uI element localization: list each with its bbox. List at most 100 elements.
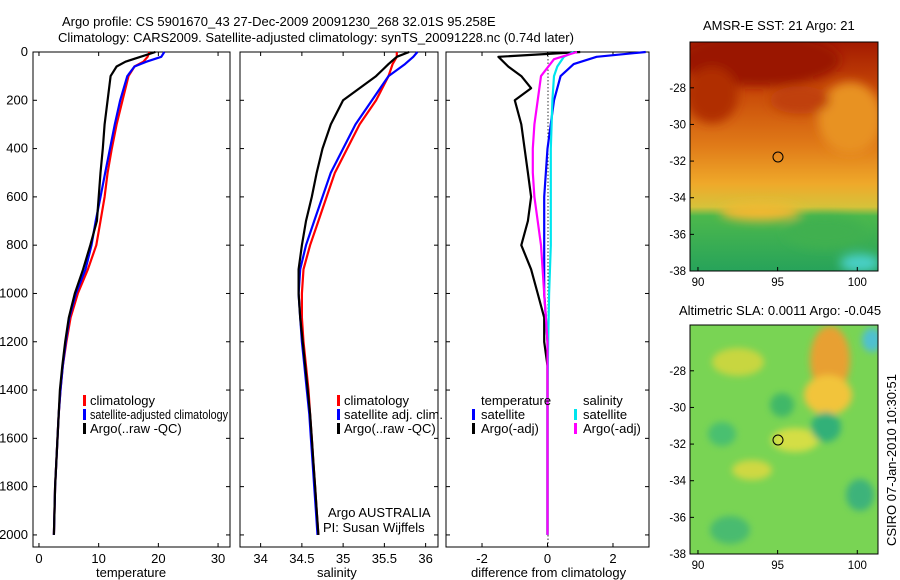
y-tick-label: 1600 [0,430,28,445]
legend-swatch-argo [337,423,340,434]
legend-swatch-sal-argo [574,423,577,434]
map-y-tick-label: -32 [669,439,686,451]
legend-swatch-sal-satellite [574,409,577,420]
footer-credit: CSIRO 07-Jan-2010 10:30:51 [884,374,899,546]
series-line-salinity-satellite [546,51,575,535]
legend-label-argo: Argo(..raw -QC) [344,421,436,436]
sst-argo-marker [772,151,784,163]
legend-title-temperature: temperature [481,393,551,408]
legend-swatch-temp-satellite [472,409,475,420]
map-y-tick-label: -30 [669,402,686,414]
x-tick-label: 30 [211,551,225,566]
salinity-panel: 34 34.5 35 35.5 36 salinity climatology sate… [239,50,443,580]
legend-label-temp-satellite: satellite [481,407,525,422]
legend-label-satellite: satellite adj. clim. [344,407,443,422]
series-line-argo-raw-qc- [297,50,410,535]
map-y-tick-label: -34 [669,476,686,488]
map-y-tick-label: -32 [669,156,686,168]
sla-low-patch-2 [811,412,841,442]
difference-legend: temperature satellite Argo(-adj) salinit… [472,393,641,436]
x-tick-label: 0 [544,551,551,566]
y-tick-label: 800 [6,237,28,252]
series-line-temperature-satellite [543,50,646,535]
sst-warm-tongue [770,86,830,114]
x-tick-label: 35 [336,551,350,566]
sla-argo-marker [772,434,784,446]
sla-yellow-patch-3 [732,460,772,480]
y-tick-label: 0 [21,44,28,59]
map-x-tick-label: 95 [771,277,784,289]
map-x-tick-label: 95 [771,560,784,572]
map-y-tick-label: -34 [669,193,686,205]
temperature-panel: 0 200 400 600 800 1000 1200 1400 1600 1800 2000 0 1… [0,44,231,580]
x-tick-label: 36 [418,551,432,566]
series-line-argo-raw-qc- [52,50,156,535]
map-x-tick-label: 90 [692,277,705,289]
sst-warm-patch [690,67,738,123]
sst-cyan-patch [840,254,878,271]
sla-high-ring [804,375,852,415]
legend-swatch-temp-argo [472,423,475,434]
map-y-tick-label: -36 [669,229,686,241]
x-tick-label: 34 [253,551,267,566]
series-line-satellite-adj-clim- [297,51,419,535]
series-line-climatology [52,51,151,535]
sst-map-frame [689,41,879,272]
difference-panel: -2 0 2 difference from climatology tempera… [445,50,650,580]
salinity-axes-frame [239,51,439,548]
salinity-legend: climatology satellite adj. clim. Argo(..… [337,393,443,436]
map-y-tick-label: -28 [669,83,686,95]
sst-cool-patch [818,82,878,154]
map-x-tick-label: 90 [692,560,705,572]
temperature-xlabel: temperature [96,565,166,580]
x-tick-label: -2 [476,551,488,566]
series-line-salinity-argo-adj- [531,50,578,535]
series-line-satellite-adjusted-climatology [52,51,166,535]
sla-map-frame [689,324,879,555]
sst-map-title: AMSR-E SST: 21 Argo: 21 [703,18,855,33]
y-tick-label: 2000 [0,527,28,542]
legend-swatch-satellite [337,409,340,420]
legend-swatch-satellite [83,409,86,420]
sla-yellow-patch [712,348,764,376]
sst-map: AMSR-E SST: 21 Argo: 21 90 95 100 -28 -30 -32… [669,18,879,289]
sla-map: Altimetric SLA: 0.0011 Argo: -0.045 90 95… [669,303,881,572]
sla-low-patch [770,393,794,417]
x-tick-label: 2 [609,551,616,566]
temperature-axes-frame [32,51,231,548]
temperature-legend: climatology satellite-adjusted climatolo… [83,393,228,436]
legend-label-satellite: satellite-adjusted climatology [90,407,228,422]
legend-label-climatology: climatology [90,393,156,408]
map-x-tick-label: 100 [848,560,867,572]
x-tick-label: 0 [35,551,42,566]
map-x-tick-label: 100 [848,277,867,289]
series-line-climatology [300,52,398,535]
annotation-pi: PI: Susan Wijffels [323,520,425,535]
legend-label-sal-satellite: satellite [583,407,627,422]
sla-low-patch-5 [862,328,878,352]
legend-swatch-climatology [83,395,86,406]
header-line-1: Argo profile: CS 5901670_43 27-Dec-2009 … [62,14,496,29]
annotation-program: Argo AUSTRALIA [328,505,431,520]
y-tick-label: 1800 [0,479,28,494]
map-y-tick-label: -38 [669,266,686,278]
sla-low-patch-4 [846,479,874,511]
sst-green-patch [785,216,865,248]
difference-xlabel: difference from climatology [471,565,627,580]
x-tick-label: 34.5 [289,551,314,566]
map-y-tick-label: -28 [669,366,686,378]
sla-low-patch-6 [710,516,750,544]
y-tick-label: 1200 [0,334,28,349]
y-tick-label: 400 [6,141,28,156]
legend-swatch-climatology [337,395,340,406]
y-tick-label: 600 [6,189,28,204]
legend-label-temp-argo: Argo(-adj) [481,421,539,436]
legend-label-argo: Argo(..raw -QC) [90,421,182,436]
legend-label-sal-argo: Argo(-adj) [583,421,641,436]
y-tick-label: 1400 [0,382,28,397]
sla-low-patch-3 [708,422,736,446]
series-line-temperature-argo-adj- [497,50,581,535]
sla-map-title: Altimetric SLA: 0.0011 Argo: -0.045 [679,303,881,318]
sst-front-patch [720,203,800,221]
